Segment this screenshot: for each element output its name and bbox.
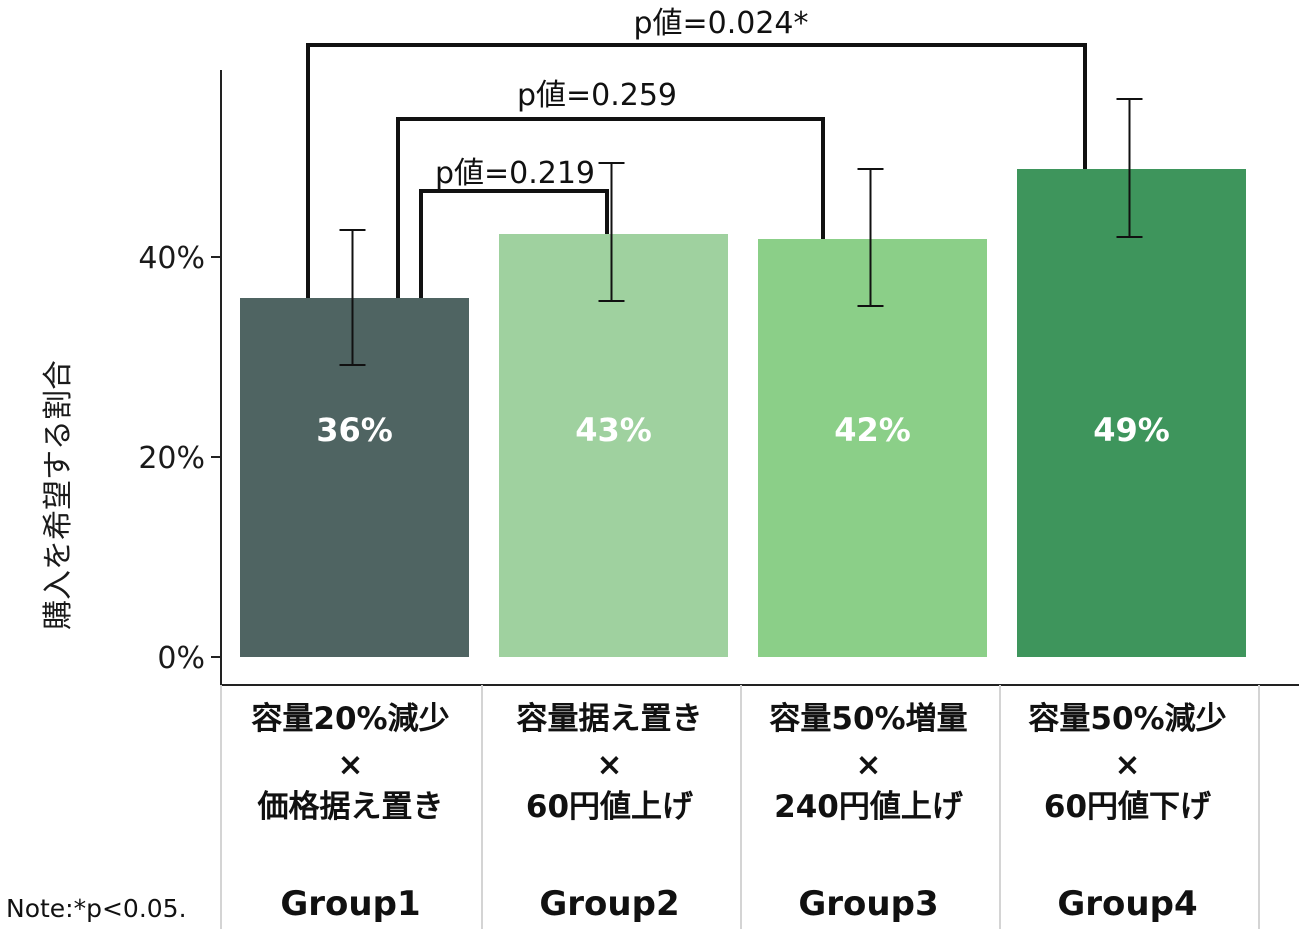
bar-value-label: 42%	[834, 411, 911, 449]
category-label-line: ×	[1115, 747, 1141, 783]
category-label-line: 60円値下げ	[1044, 789, 1212, 825]
group-label: Group2	[539, 884, 679, 924]
group-label: Group4	[1057, 884, 1197, 924]
p-value-label: p値=0.024*	[633, 6, 808, 41]
category-label-line: 240円値上げ	[774, 789, 964, 825]
category-label-line: 容量50%増量	[769, 701, 967, 737]
significance-bracket	[396, 117, 825, 298]
category-label-line: ×	[856, 747, 882, 783]
y-tick-label: 20%	[138, 441, 205, 476]
bar-value-label: 36%	[316, 411, 393, 449]
y-tick-label: 0%	[157, 641, 205, 676]
y-tick-label: 40%	[138, 241, 205, 276]
significance-brackets: p値=0.219 p値=0.259 p値=0.024*	[306, 6, 1087, 298]
category-label-line: 60円値上げ	[526, 789, 694, 825]
group-label: Group3	[798, 884, 938, 924]
bar-group3	[758, 239, 987, 657]
error-bars	[339, 98, 1143, 366]
significance-bracket	[419, 189, 609, 298]
bar-value-label: 49%	[1093, 411, 1170, 449]
category-label-line: 容量据え置き	[517, 701, 703, 737]
category-label-line: 価格据え置き	[257, 789, 444, 825]
bar-group2	[499, 234, 728, 657]
bars: 36% 43% 42% 49%	[240, 169, 1246, 657]
bar-group1	[240, 298, 469, 657]
axes: 0% 20% 40%	[138, 70, 1299, 929]
significance-bracket	[306, 43, 1087, 298]
category-label-line: 容量50%減少	[1028, 701, 1226, 737]
group-label: Group1	[280, 884, 420, 924]
bar-value-label: 43%	[575, 411, 652, 449]
category-labels: 容量20%減少 × 価格据え置き Group1 容量据え置き × 60円値上げ Group2 容…	[251, 701, 1226, 924]
p-value-label: p値=0.219	[435, 156, 595, 191]
note-text: Note:*p<0.05.	[6, 894, 187, 923]
p-value-label: p値=0.259	[517, 78, 677, 113]
category-label-line: ×	[597, 747, 623, 783]
category-label-line: 容量20%減少	[251, 701, 449, 737]
y-axis-label: 購入を希望する割合	[41, 360, 76, 630]
bar-group4	[1017, 169, 1246, 657]
category-label-line: ×	[338, 747, 364, 783]
